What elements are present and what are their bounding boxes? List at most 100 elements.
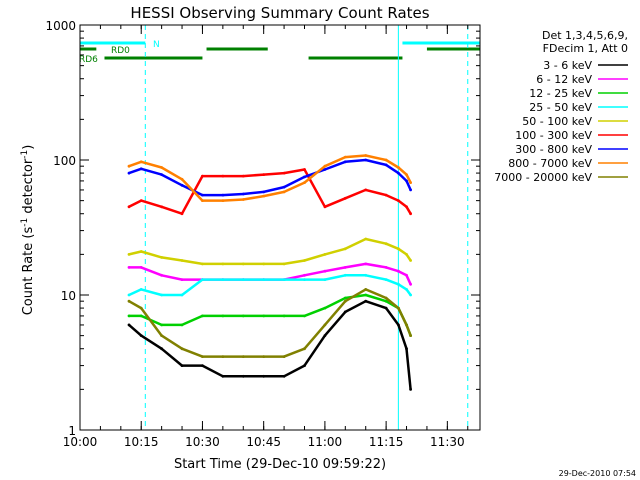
data-point [364, 154, 368, 157]
y-tick-label: 100 [53, 154, 76, 168]
x-tick-label: 11:30 [430, 435, 465, 449]
legend-label-6-12-kev: 6 - 12 keV [536, 73, 592, 86]
data-point [180, 364, 184, 367]
data-point [241, 174, 245, 178]
flag-bars: N RD0 RD6 [79, 40, 480, 65]
legend-label-12-25-kev: 12 - 25 keV [529, 87, 592, 100]
series-line-6-12-kev [129, 262, 412, 285]
data-point [201, 193, 204, 197]
data-point [221, 374, 225, 378]
data-point [160, 273, 164, 277]
data-point [127, 164, 131, 168]
data-point [201, 199, 204, 203]
x-tick-label: 10:45 [246, 435, 281, 449]
data-point [384, 266, 388, 269]
data-point [201, 314, 204, 318]
data-point [343, 160, 347, 164]
data-point [303, 273, 306, 277]
data-point [262, 278, 266, 281]
data-point [282, 171, 286, 175]
data-point [221, 262, 225, 266]
data-point [241, 192, 245, 196]
data-point [180, 212, 184, 216]
data-point [303, 259, 306, 262]
y-tick-label: 1 [68, 424, 76, 438]
legend-label-100-300-kev: 100 - 300 keV [515, 129, 592, 142]
data-point [364, 188, 368, 192]
flag-label-rd6: RD6 [79, 55, 98, 65]
data-point [241, 198, 245, 201]
data-point [405, 205, 408, 209]
data-point [262, 190, 266, 194]
series-layer [127, 154, 412, 391]
data-point [221, 193, 225, 197]
data-point [364, 299, 368, 303]
data-point [282, 355, 286, 358]
data-point [180, 293, 184, 297]
data-point [405, 323, 408, 327]
data-point [397, 323, 400, 327]
data-point [262, 374, 266, 378]
data-point [160, 166, 164, 169]
data-point [364, 158, 368, 162]
data-point [221, 199, 225, 203]
data-point [127, 171, 131, 175]
data-point [282, 374, 286, 378]
data-point [160, 323, 164, 327]
data-point [139, 334, 143, 337]
legend-label-800-7000-kev: 800 - 7000 keV [508, 157, 592, 170]
data-point [139, 199, 143, 203]
legend: Det 1,3,4,5,6,9, FDecim 1, Att 0 3 - 6 k… [494, 29, 628, 184]
x-tick-label: 10:15 [124, 435, 159, 449]
data-point [384, 278, 388, 281]
data-point [303, 364, 306, 367]
legend-label-7000-20000-kev: 7000 - 20000 keV [494, 171, 592, 184]
x-tick-label: 11:15 [369, 435, 404, 449]
x-axis-label: Start Time (29-Dec-10 09:59:22) [174, 457, 386, 472]
data-point [384, 306, 388, 310]
data-point [221, 278, 225, 281]
data-point [323, 323, 327, 327]
data-point [384, 193, 388, 197]
series-line-50-100-kev [128, 237, 412, 266]
data-point [241, 374, 245, 378]
data-point [397, 306, 400, 310]
data-point [343, 310, 347, 314]
legend-label-25-50-kev: 25 - 50 keV [529, 101, 592, 114]
data-point [384, 158, 388, 162]
data-point [323, 278, 327, 281]
x-tick-label: 10:30 [185, 435, 220, 449]
data-point [323, 164, 327, 168]
data-point [160, 293, 164, 297]
data-point [409, 188, 412, 192]
data-point [409, 181, 412, 185]
data-point [343, 266, 347, 269]
data-point [405, 253, 408, 256]
data-point [409, 293, 412, 297]
data-point [384, 296, 388, 300]
data-point [139, 160, 143, 164]
series-line-800-7000-kev [128, 154, 412, 202]
data-point [201, 262, 204, 266]
data-point [241, 262, 245, 266]
flag-label-rd0: RD0 [111, 46, 130, 56]
data-point [139, 250, 143, 253]
data-point [127, 299, 131, 303]
data-point [201, 364, 204, 367]
data-point [160, 256, 164, 259]
data-point [201, 174, 204, 178]
data-point [127, 266, 131, 269]
data-point [323, 168, 327, 171]
data-point [409, 282, 412, 286]
data-point [384, 242, 388, 246]
data-point [405, 179, 408, 183]
data-point [409, 388, 412, 391]
data-point [139, 266, 143, 269]
plot-frame [79, 24, 481, 431]
data-point [405, 347, 408, 351]
data-point [262, 355, 266, 358]
data-point [160, 205, 164, 209]
data-point [409, 259, 412, 262]
data-point [397, 199, 400, 203]
